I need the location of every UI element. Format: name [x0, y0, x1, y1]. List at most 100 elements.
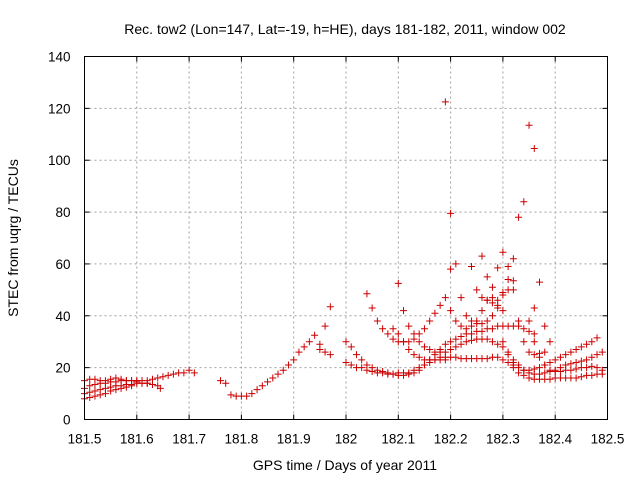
- series-arc19: [530, 278, 554, 346]
- data-point: [415, 364, 423, 372]
- data-point: [520, 338, 528, 346]
- series-arc1: [81, 374, 164, 392]
- data-point: [541, 361, 549, 369]
- data-point: [447, 307, 455, 315]
- data-point: [264, 378, 272, 386]
- data-point: [541, 322, 549, 330]
- data-point: [583, 356, 591, 364]
- data-point: [243, 392, 251, 400]
- series-arc15: [478, 252, 507, 315]
- data-point: [405, 369, 413, 377]
- data-point: [326, 303, 334, 311]
- data-point: [468, 263, 476, 271]
- y-tick-label: 20: [55, 361, 70, 376]
- data-point: [504, 263, 512, 271]
- data-point: [520, 325, 528, 333]
- data-point: [583, 340, 591, 348]
- data-point: [154, 374, 162, 382]
- data-point: [394, 330, 402, 338]
- data-point: [389, 335, 397, 343]
- data-point: [311, 331, 319, 339]
- data-point: [567, 360, 575, 368]
- data-point: [488, 283, 496, 291]
- data-point: [248, 390, 256, 398]
- data-point: [515, 213, 523, 221]
- data-point: [96, 391, 104, 399]
- data-point: [462, 312, 470, 320]
- x-tick-label: 181.8: [225, 432, 259, 447]
- data-point: [457, 340, 465, 348]
- data-point: [222, 379, 230, 387]
- data-point: [274, 370, 282, 378]
- data-point: [530, 351, 538, 359]
- data-point: [91, 380, 99, 388]
- data-point: [598, 366, 606, 374]
- data-point: [253, 386, 261, 394]
- data-point: [347, 343, 355, 351]
- data-point: [478, 320, 486, 328]
- y-tick-label: 0: [63, 413, 71, 428]
- x-tick-label: 181.9: [277, 432, 311, 447]
- data-point: [541, 348, 549, 356]
- data-points: [81, 98, 606, 403]
- data-point: [112, 386, 120, 394]
- data-point: [488, 312, 496, 320]
- data-point: [499, 248, 507, 256]
- data-point: [593, 364, 601, 372]
- data-point: [436, 301, 444, 309]
- data-point: [384, 330, 392, 338]
- data-point: [405, 322, 413, 330]
- data-point: [541, 369, 549, 377]
- y-tick-label: 40: [55, 309, 70, 324]
- data-point: [515, 361, 523, 369]
- data-point: [509, 255, 517, 263]
- data-point: [546, 375, 554, 383]
- y-tick-labels: 0 20 40 60 80 100 120 140: [48, 50, 71, 428]
- data-point: [379, 325, 387, 333]
- data-point: [269, 374, 277, 382]
- data-point: [368, 368, 376, 376]
- data-point: [284, 361, 292, 369]
- data-point: [447, 265, 455, 273]
- data-point: [494, 264, 502, 272]
- data-point: [227, 391, 235, 399]
- data-point: [598, 348, 606, 356]
- series-arc12: [441, 98, 538, 328]
- y-tick-label: 60: [55, 257, 70, 272]
- data-point: [190, 369, 198, 377]
- data-point: [326, 351, 334, 359]
- data-point: [515, 317, 523, 325]
- data-point: [358, 364, 366, 372]
- data-point: [499, 356, 507, 364]
- data-point: [426, 345, 434, 353]
- series-arc20: [525, 317, 606, 376]
- x-tick-label: 182.1: [381, 432, 415, 447]
- grid-lines: [84, 56, 608, 420]
- data-point: [426, 317, 434, 325]
- data-point: [525, 374, 533, 382]
- data-point: [389, 370, 397, 378]
- data-point: [473, 317, 481, 325]
- data-point: [441, 356, 449, 364]
- data-point: [468, 330, 476, 338]
- data-point: [452, 260, 460, 268]
- data-point: [494, 340, 502, 348]
- data-point: [525, 348, 533, 356]
- data-point: [577, 343, 585, 351]
- data-point: [405, 345, 413, 353]
- series-arc5: [216, 303, 334, 400]
- data-point: [567, 348, 575, 356]
- data-point: [525, 327, 533, 335]
- data-point: [494, 304, 502, 312]
- data-point: [156, 384, 164, 392]
- data-point: [452, 317, 460, 325]
- data-point: [520, 371, 528, 379]
- data-point: [457, 322, 465, 330]
- data-point: [300, 343, 308, 351]
- y-tick-label: 140: [48, 50, 71, 65]
- data-point: [536, 353, 544, 361]
- data-point: [452, 335, 460, 343]
- data-point: [488, 294, 496, 302]
- data-point: [509, 364, 517, 372]
- data-point: [468, 322, 476, 330]
